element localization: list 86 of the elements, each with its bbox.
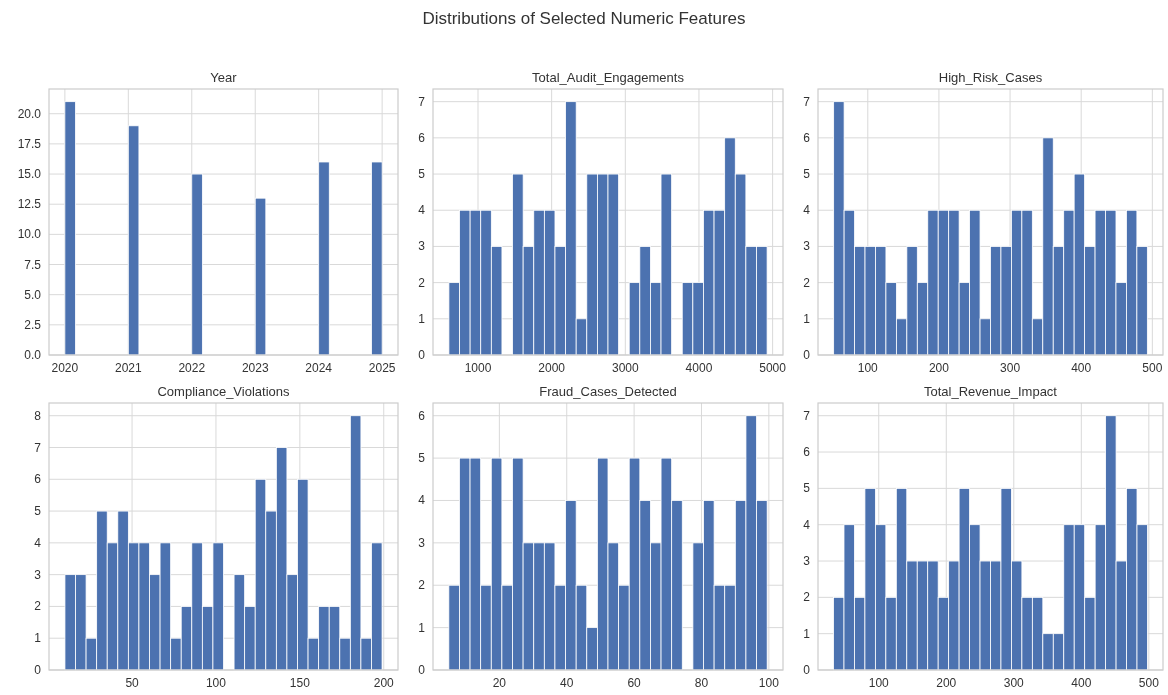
- x-tick-label: 80: [694, 676, 709, 690]
- x-tick-label: 150: [289, 676, 311, 690]
- y-tick-label: 2.5: [24, 317, 42, 332]
- y-tick-label: 0: [803, 663, 811, 677]
- x-tick-label: 20: [492, 676, 507, 690]
- x-tick-label: 40: [560, 676, 574, 690]
- chart-title: Fraud_Cases_Detected: [539, 384, 677, 399]
- y-tick-label: 0: [418, 663, 426, 677]
- chart-title: Total_Audit_Engagements: [532, 70, 685, 85]
- y-tick-label: 7: [803, 408, 811, 423]
- x-tick-label: 3000: [611, 361, 639, 375]
- y-tick-label: 17.5: [17, 136, 42, 151]
- y-tick-label: 5: [34, 504, 42, 519]
- y-tick-label: 4: [803, 203, 811, 218]
- x-tick-label: 100: [868, 676, 890, 690]
- x-tick-label: 1000: [464, 361, 492, 375]
- x-tick-label: 2020: [51, 361, 79, 375]
- y-tick-label: 1: [803, 311, 811, 326]
- x-tick-label: 200: [936, 676, 957, 690]
- y-tick-label: 1: [418, 620, 426, 635]
- y-tick-label: 15.0: [17, 167, 42, 182]
- x-tick-label: 300: [1000, 361, 1021, 375]
- chart-title: High_Risk_Cases: [938, 70, 1043, 85]
- y-tick-label: 7: [34, 440, 42, 455]
- y-tick-label: 6: [34, 472, 42, 487]
- y-tick-label: 1: [34, 631, 42, 646]
- y-tick-label: 0: [803, 348, 811, 362]
- y-tick-label: 6: [418, 130, 426, 145]
- y-tick-label: 8: [34, 408, 42, 423]
- text: Distributions of Selected Numeric Features: [422, 9, 746, 28]
- y-tick-label: 3: [803, 239, 811, 254]
- x-tick-label: 60: [627, 676, 642, 690]
- x-tick-label: 400: [1071, 361, 1092, 375]
- y-tick-label: 2: [803, 590, 811, 605]
- x-tick-label: 2000: [538, 361, 566, 375]
- y-tick-label: 5: [418, 167, 426, 182]
- x-tick-label: 200: [373, 676, 395, 690]
- x-tick-label: 4000: [685, 361, 713, 375]
- y-tick-label: 3: [418, 535, 426, 550]
- y-tick-label: 7: [418, 94, 426, 109]
- y-tick-label: 12.5: [17, 197, 42, 212]
- y-tick-label: 5: [803, 167, 811, 182]
- y-tick-label: 0.0: [24, 348, 42, 362]
- y-tick-label: 1: [418, 311, 426, 326]
- y-tick-label: 4: [803, 517, 811, 532]
- x-tick-label: 100: [857, 361, 879, 375]
- x-tick-label: 5000: [759, 361, 787, 375]
- y-tick-label: 0: [418, 348, 426, 362]
- y-tick-label: 3: [803, 554, 811, 569]
- y-tick-label: 6: [803, 445, 811, 460]
- y-tick-label: 2: [34, 599, 42, 614]
- x-tick-label: 100: [205, 676, 227, 690]
- y-tick-label: 7: [803, 94, 811, 109]
- x-tick-label: 200: [928, 361, 950, 375]
- y-tick-label: 4: [418, 203, 426, 218]
- x-tick-label: 2021: [114, 361, 142, 375]
- y-tick-label: 5.0: [24, 287, 42, 302]
- chart-title: Year: [210, 70, 238, 85]
- y-tick-label: 5: [418, 451, 426, 466]
- x-tick-label: 500: [1142, 361, 1163, 375]
- x-tick-label: 2025: [368, 361, 396, 375]
- y-tick-label: 5: [803, 481, 811, 496]
- y-tick-label: 7.5: [24, 257, 42, 272]
- y-tick-label: 0: [34, 663, 42, 677]
- y-tick-label: 10.0: [17, 227, 42, 242]
- x-tick-label: 400: [1071, 676, 1092, 690]
- y-tick-label: 2: [418, 275, 426, 290]
- chart-title: Compliance_Violations: [157, 384, 290, 399]
- x-tick-label: 2024: [305, 361, 333, 375]
- x-tick-label: 2023: [241, 361, 269, 375]
- y-tick-label: 20.0: [17, 106, 42, 121]
- x-tick-label: 100: [758, 676, 780, 690]
- y-tick-label: 2: [803, 275, 811, 290]
- x-tick-label: 500: [1138, 676, 1160, 690]
- y-tick-label: 3: [418, 239, 426, 254]
- x-tick-label: 300: [1003, 676, 1025, 690]
- chart-title: Total_Revenue_Impact: [924, 384, 1058, 399]
- y-tick-label: 1: [803, 626, 811, 641]
- y-tick-label: 6: [803, 130, 811, 145]
- x-tick-label: 2022: [178, 361, 206, 375]
- x-tick-label: 50: [125, 676, 140, 690]
- y-tick-label: 2: [418, 578, 426, 593]
- y-tick-label: 4: [34, 535, 42, 550]
- y-tick-label: 4: [418, 493, 426, 508]
- y-tick-label: 6: [418, 408, 426, 423]
- y-tick-label: 3: [34, 567, 42, 582]
